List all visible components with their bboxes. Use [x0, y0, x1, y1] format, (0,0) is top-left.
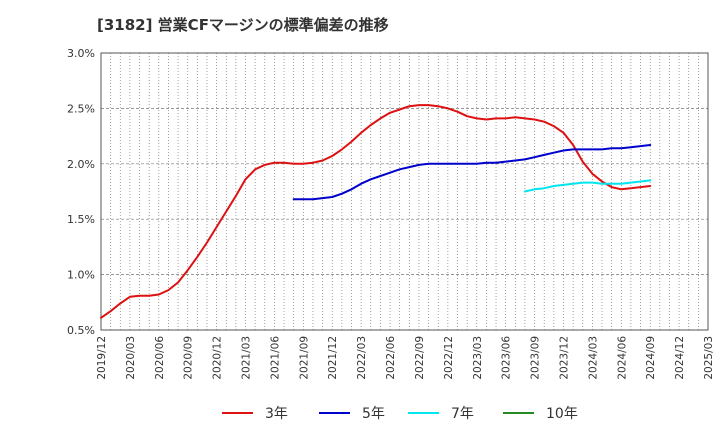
series-line-3年: [100, 104, 652, 319]
x-tick-label: 2025/03: [703, 336, 715, 380]
x-tick-label: 2020/06: [154, 336, 166, 380]
x-tick-label: 2021/09: [298, 336, 310, 380]
series-lines: [100, 104, 652, 319]
series-line-7年: [523, 179, 652, 193]
x-tick-label: 2022/06: [385, 336, 397, 380]
x-tick-label: 2024/09: [645, 336, 657, 380]
x-tick-label: 2023/06: [501, 336, 513, 380]
x-tick-label: 2021/06: [269, 336, 281, 380]
x-tick-label: 2021/03: [241, 336, 253, 380]
x-tick-label: 2022/12: [443, 336, 455, 380]
legend-label: 5年: [362, 406, 385, 422]
y-tick-label: 3.0%: [67, 47, 95, 60]
x-tick-label: 2024/03: [587, 336, 599, 380]
series-line-5年: [292, 144, 652, 201]
x-tick-label: 2023/09: [530, 336, 542, 380]
x-tick-label: 2024/12: [674, 336, 686, 380]
x-tick-label: 2023/12: [558, 336, 570, 380]
y-tick-label: 2.5%: [67, 102, 95, 115]
y-tick-label: 1.0%: [67, 269, 95, 282]
x-axis: 2019/12 2020/03 2020/06 2020/09 2020/12 2021/…: [96, 336, 715, 380]
legend-label: 10年: [546, 406, 578, 422]
y-tick-label: 2.0%: [67, 158, 95, 171]
legend-label: 3年: [265, 406, 288, 422]
y-axis: 0.5% 1.0% 1.5% 2.0% 2.5% 3.0%: [67, 47, 95, 337]
x-tick-label: 2021/12: [327, 336, 339, 380]
x-tick-label: 2022/09: [414, 336, 426, 380]
legend-label: 7年: [451, 406, 474, 422]
x-tick-label: 2020/12: [212, 336, 224, 380]
x-tick-label: 2023/03: [472, 336, 484, 380]
x-tick-label: 2024/06: [616, 336, 628, 380]
x-tick-label: 2020/03: [125, 336, 137, 380]
y-tick-label: 1.5%: [67, 213, 95, 226]
x-tick-label: 2019/12: [96, 336, 108, 380]
grid: [101, 53, 708, 330]
plot-area: [100, 52, 709, 331]
legend: 3年 5年 7年 10年: [222, 406, 578, 422]
y-tick-label: 0.5%: [67, 324, 95, 337]
x-tick-label: 2020/09: [183, 336, 195, 380]
chart-title: [3182] 営業CFマージンの標準偏差の推移: [97, 16, 389, 34]
x-tick-label: 2022/03: [356, 336, 368, 380]
